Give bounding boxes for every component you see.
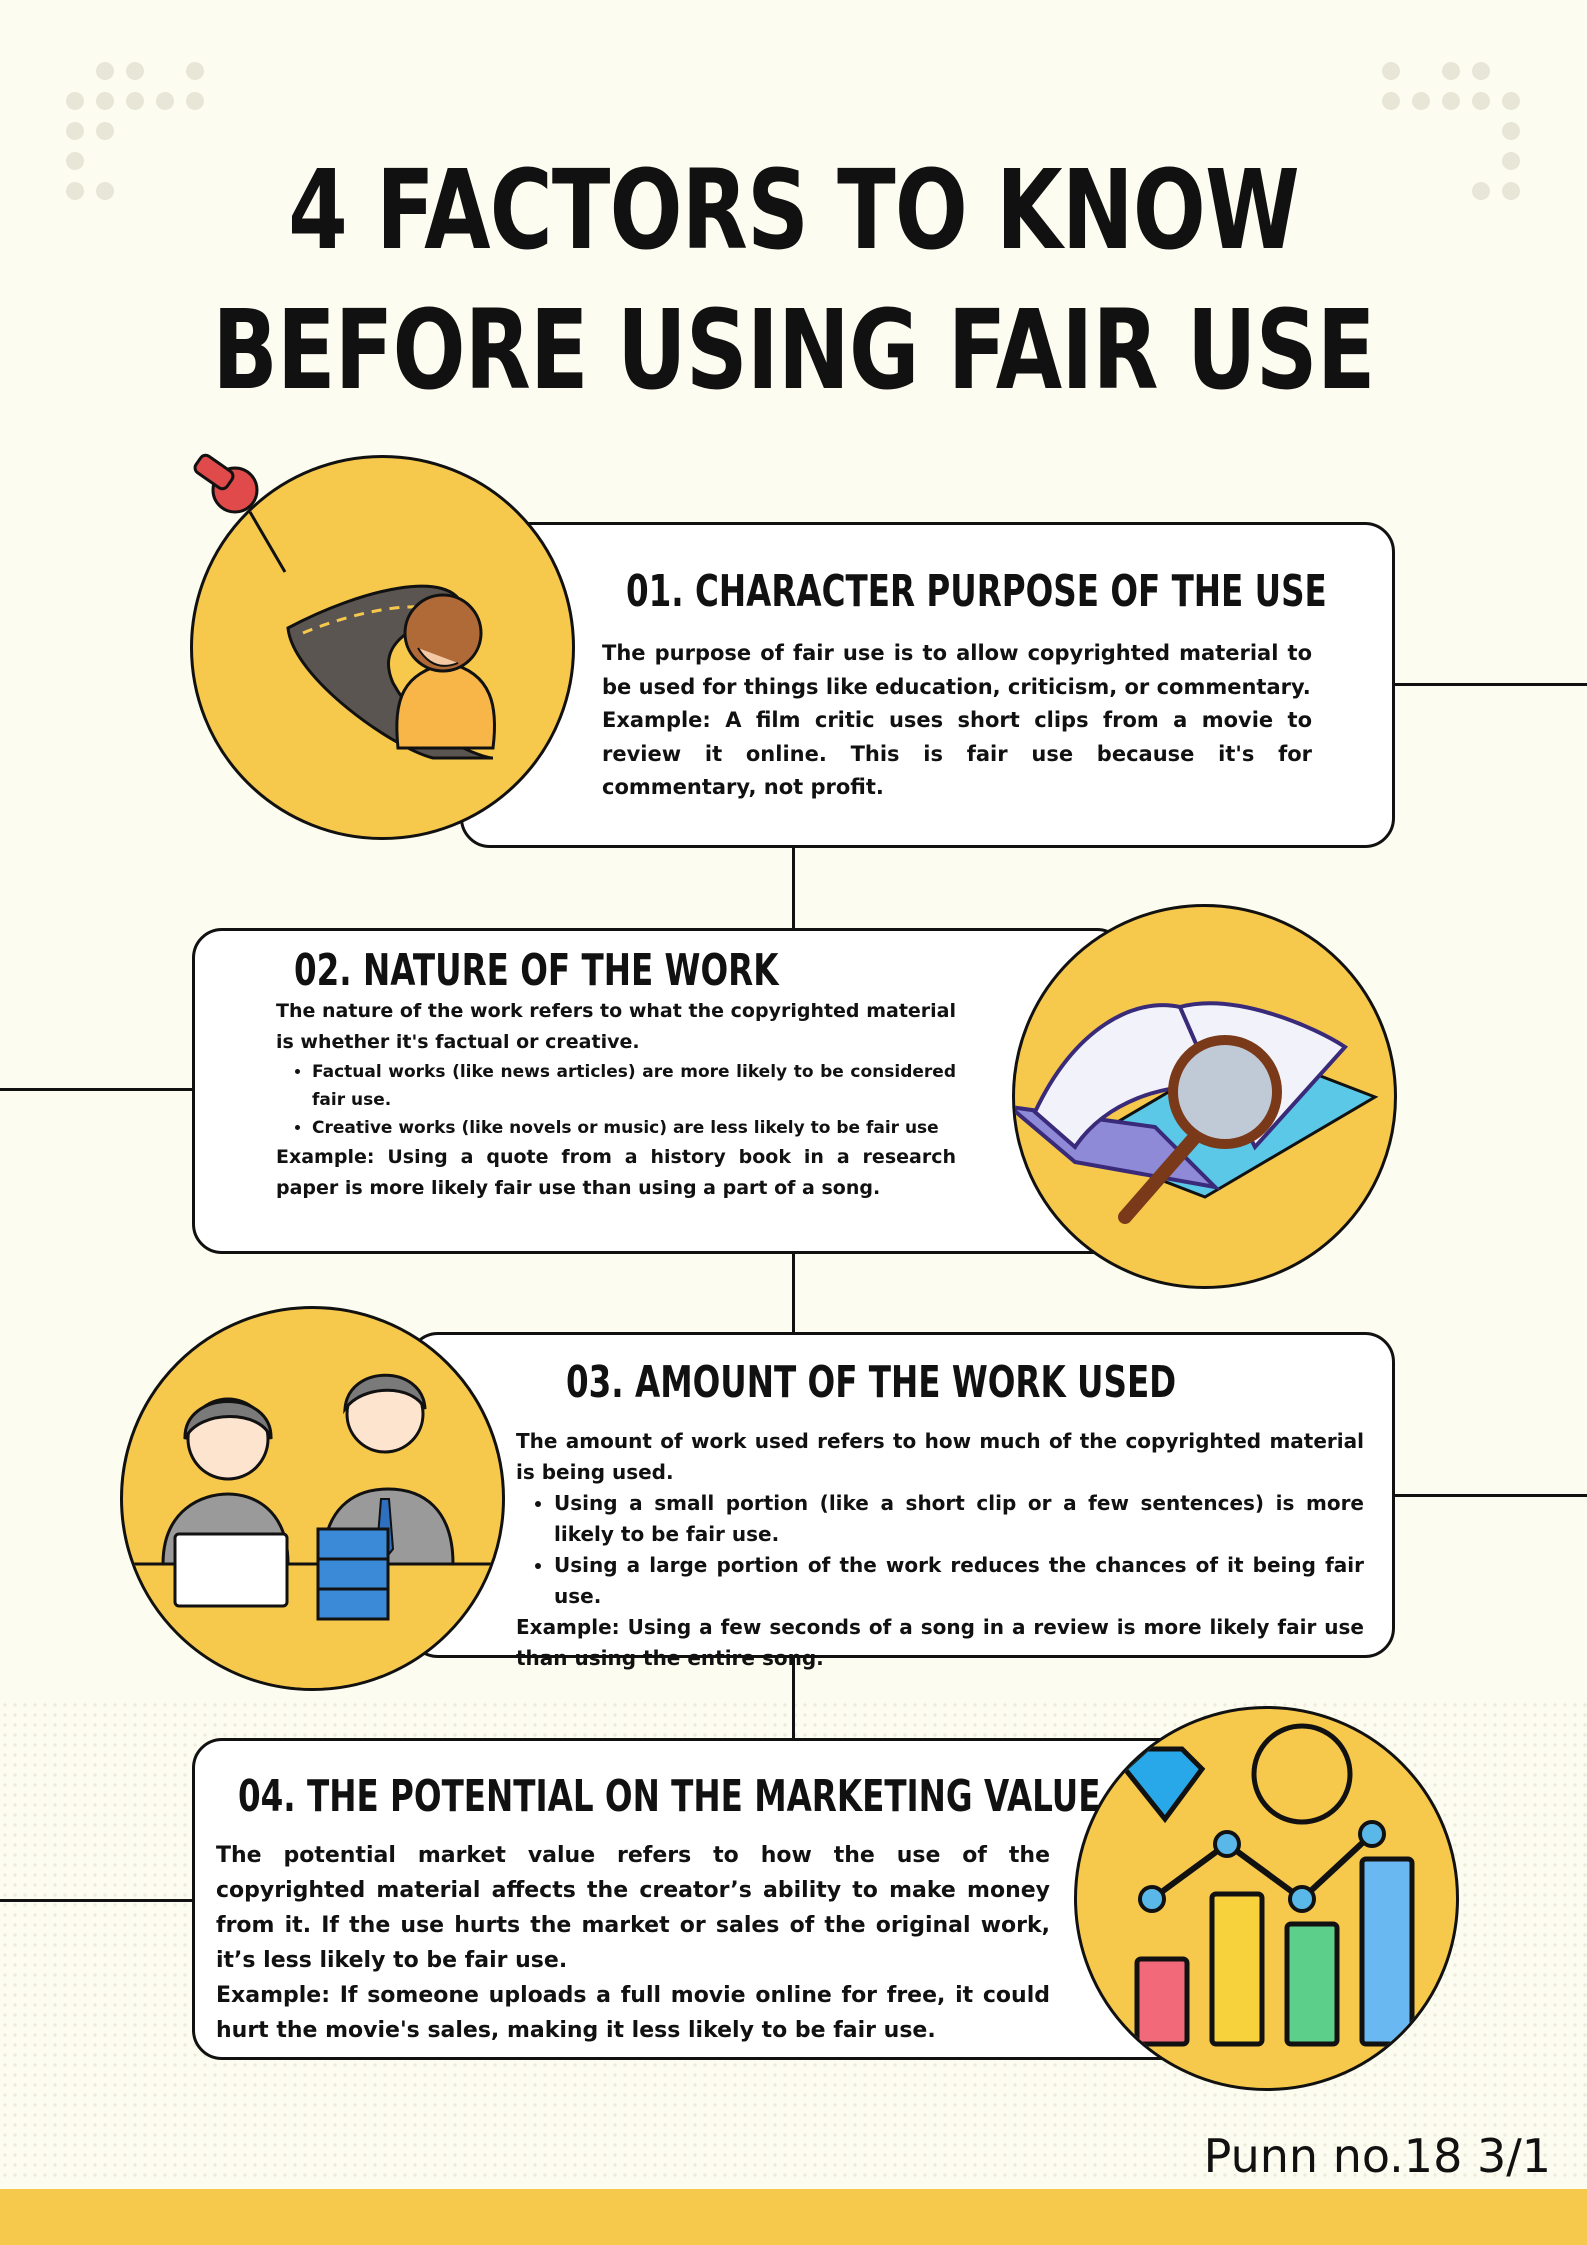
factor-card-4: [192, 1738, 1202, 2060]
factor-3-heading: 03. AMOUNT OF THE WORK USED: [566, 1357, 1177, 1408]
pushpin-icon: [193, 453, 287, 573]
page-title: 4 FACTORS TO KNOW BEFORE USING FAIR USE: [175, 140, 1413, 420]
connector-line: [792, 1657, 795, 1739]
factor-3-body: The amount of work used refers to how mu…: [516, 1426, 1364, 1674]
factor-2-heading: 02. NATURE OF THE WORK: [294, 945, 779, 996]
factor-3-example: Example: Using a few seconds of a song i…: [516, 1615, 1364, 1670]
factor-2-bullet-2: Creative works (like novels or music) ar…: [312, 1114, 956, 1142]
factor-4-illustration-circle: [1074, 1706, 1459, 2091]
connector-line: [792, 846, 795, 928]
factor-3-description: The amount of work used refers to how mu…: [516, 1429, 1364, 1484]
connector-line: [792, 1252, 795, 1334]
factor-2-body: The nature of the work refers to what th…: [276, 996, 956, 1204]
road-person-illustration: [286, 584, 497, 760]
connector-line: [0, 1088, 194, 1091]
connector-line: [0, 1899, 194, 1902]
office-workers-illustration: [123, 1373, 502, 1688]
factor-4-example: Example: If someone uploads a full movie…: [216, 1983, 1050, 2043]
factor-2-bullet-1: Factual works (like news articles) are m…: [312, 1058, 956, 1114]
factor-4-heading: 04. THE POTENTIAL ON THE MARKETING VALUE: [238, 1771, 1101, 1822]
factor-3-illustration-circle: [120, 1306, 505, 1691]
factor-1-heading: 01. CHARACTER PURPOSE OF THE USE: [626, 566, 1327, 617]
book-magnifier-illustration: [1015, 1001, 1379, 1224]
title-line-1: 4 FACTORS TO KNOW: [288, 146, 1300, 274]
factor-card-3: [408, 1332, 1395, 1658]
factor-2-example: Example: Using a quote from a history bo…: [276, 1146, 956, 1199]
factor-4-body: The potential market value refers to how…: [216, 1838, 1050, 2048]
connector-line: [1393, 1494, 1587, 1497]
footer-bar: [0, 2189, 1587, 2245]
factor-1-body: The purpose of fair use is to allow copy…: [602, 637, 1312, 805]
market-chart-illustration: [1121, 1723, 1415, 2047]
factor-2-illustration-circle: [1012, 904, 1397, 1289]
factor-2-description: The nature of the work refers to what th…: [276, 1000, 956, 1053]
title-line-2: BEFORE USING FAIR USE: [212, 286, 1375, 414]
factor-3-bullet-1: Using a small portion (like a short clip…: [554, 1488, 1364, 1550]
factor-3-bullet-2: Using a large portion of the work reduce…: [554, 1550, 1364, 1612]
factor-1-example: Example: A film critic uses short clips …: [602, 708, 1312, 799]
factor-card-2: [192, 928, 1127, 1254]
connector-line: [1393, 683, 1587, 686]
factor-card-1: [460, 522, 1395, 848]
factor-2-bullet-list: Factual works (like news articles) are m…: [276, 1058, 956, 1142]
factor-3-bullet-list: Using a small portion (like a short clip…: [516, 1488, 1364, 1612]
factor-4-description: The potential market value refers to how…: [216, 1843, 1050, 1973]
author-credit: Punn no.18 3/1: [1203, 2129, 1551, 2183]
factor-1-description: The purpose of fair use is to allow copy…: [602, 641, 1312, 699]
